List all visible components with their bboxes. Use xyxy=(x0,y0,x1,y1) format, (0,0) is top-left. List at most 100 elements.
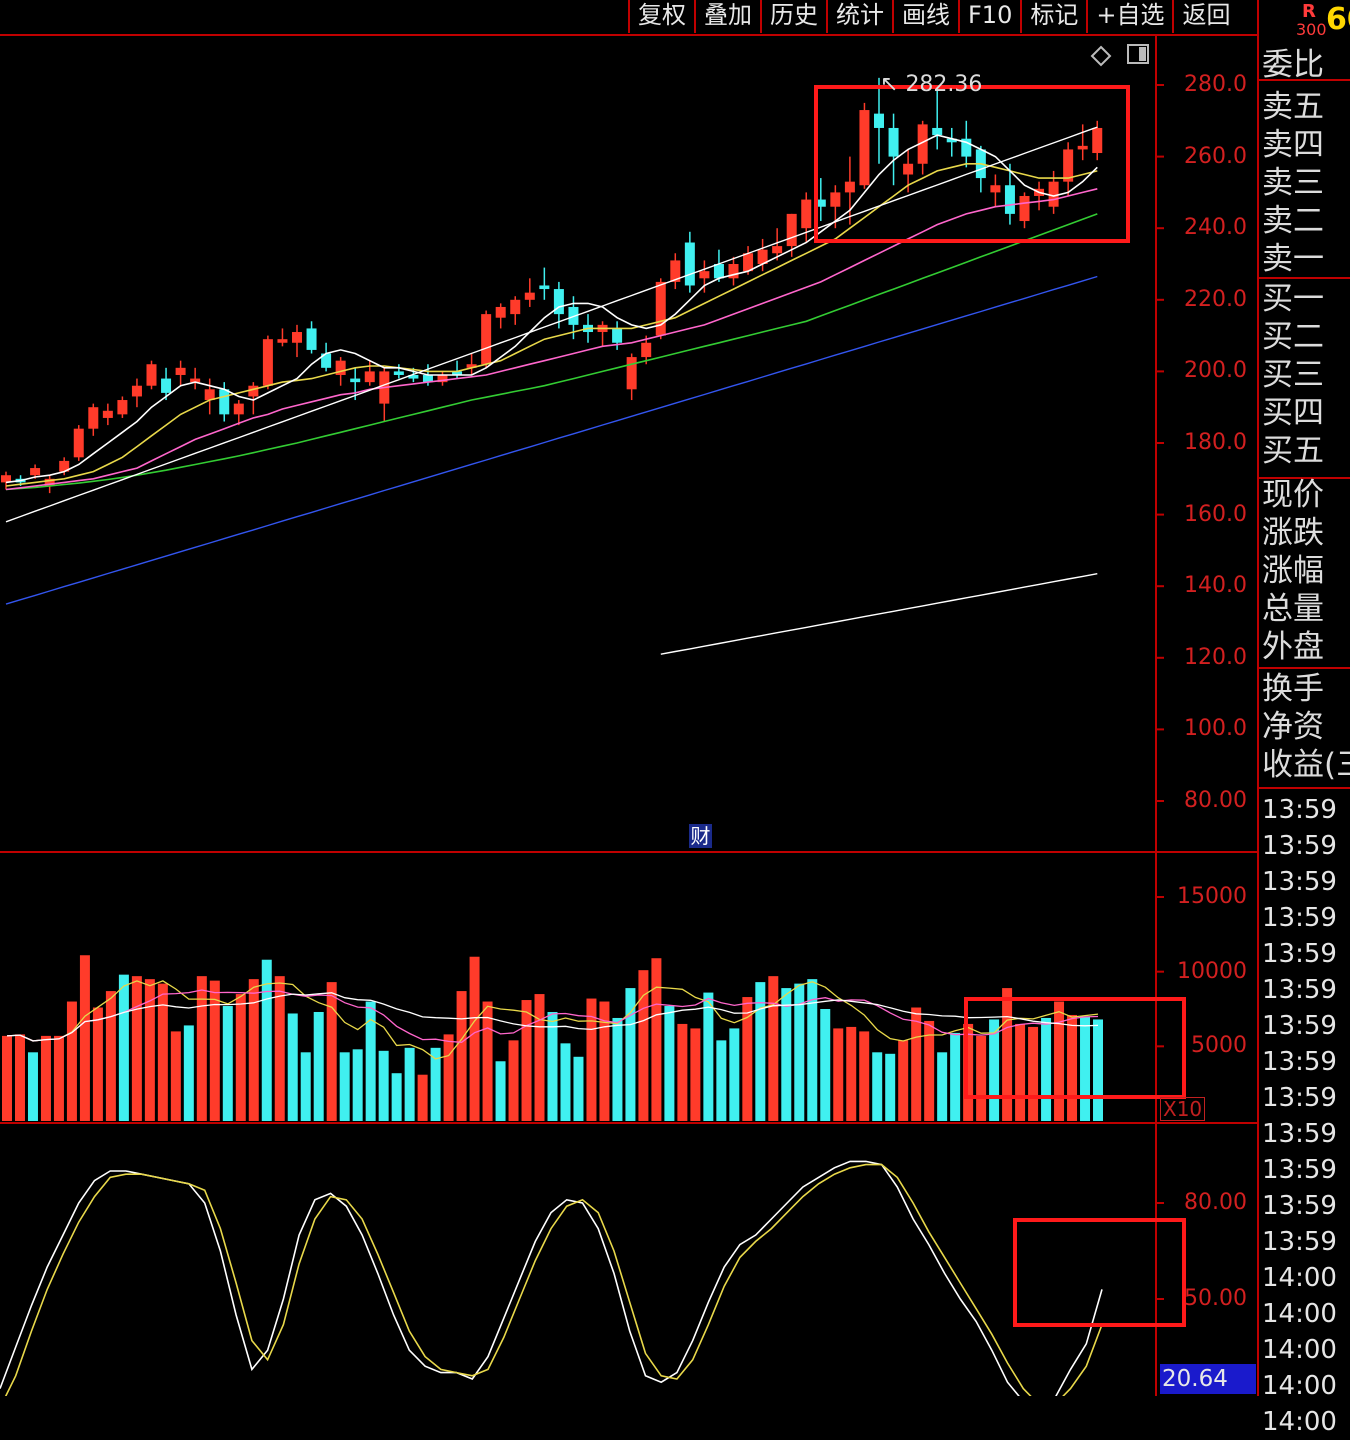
candle-body xyxy=(131,385,142,397)
tick-time: 13:59 xyxy=(1262,939,1337,969)
volume-bar xyxy=(2,1035,12,1121)
candle-body xyxy=(481,314,492,365)
candle-body xyxy=(219,389,230,415)
toolbar-button[interactable]: 画线 xyxy=(892,0,958,33)
candle-body xyxy=(495,306,506,318)
kdj-value-box: 20.64 xyxy=(1160,1364,1256,1394)
volume-bar xyxy=(261,959,272,1121)
tick-time: 14:00 xyxy=(1262,1371,1337,1401)
axis-tick-label: 120.0 xyxy=(1184,644,1247,670)
volume-bar xyxy=(378,1050,389,1121)
volume-bar xyxy=(820,1009,831,1121)
tick-time: 13:59 xyxy=(1262,831,1337,861)
volume-bar xyxy=(1002,988,1013,1121)
volume-bar xyxy=(924,1020,935,1121)
candle-body xyxy=(932,127,943,136)
volume-bar xyxy=(1054,1001,1065,1121)
candle-body xyxy=(990,185,1001,193)
candle-body xyxy=(146,364,157,386)
candle-body xyxy=(422,374,433,383)
axis-tick-label: 180.0 xyxy=(1184,430,1247,455)
volume-bar xyxy=(1080,1016,1091,1121)
volume-ma-line xyxy=(6,989,1099,1043)
axis-tick-label: 140.0 xyxy=(1184,573,1247,599)
volume-bar xyxy=(729,1028,740,1121)
highlight-box xyxy=(964,997,1186,1099)
volume-bar xyxy=(599,1001,610,1121)
quote-label: 总量 xyxy=(1262,591,1324,627)
volume-bar xyxy=(287,1013,298,1121)
tick-time: 13:59 xyxy=(1262,1011,1337,1041)
candle-body xyxy=(350,378,361,383)
volume-bar xyxy=(443,1034,454,1121)
tick-time: 14:00 xyxy=(1262,1299,1337,1329)
volume-bar xyxy=(872,1052,883,1121)
quote-label: 外盘 xyxy=(1262,629,1324,665)
volume-bar xyxy=(404,1047,415,1121)
candle-body xyxy=(757,249,768,264)
volume-bar xyxy=(807,979,818,1121)
candle-body xyxy=(335,360,346,375)
candle-body xyxy=(408,374,419,379)
stock-chart xyxy=(0,0,1350,1396)
candle-body xyxy=(539,285,550,290)
toolbar-button[interactable]: F10 xyxy=(958,0,1020,33)
candle-body xyxy=(175,367,186,375)
candle-body xyxy=(204,389,215,401)
logo-letter: R xyxy=(1302,1,1316,22)
candle-body xyxy=(1063,149,1074,182)
volume-bar xyxy=(482,1001,493,1121)
volume-bar xyxy=(794,983,805,1121)
finance-marker-icon[interactable]: 财 xyxy=(689,824,712,848)
axis-tick-label: 280.0 xyxy=(1184,72,1247,97)
toolbar-button[interactable]: 标记 xyxy=(1020,0,1086,33)
volume-bar xyxy=(846,1026,857,1121)
toolbar-button[interactable]: 叠加 xyxy=(694,0,760,33)
toolbar-button[interactable]: 历史 xyxy=(760,0,826,33)
volume-bar xyxy=(430,1047,441,1121)
tick-time: 13:59 xyxy=(1262,1191,1337,1221)
axis-tick-label: 50.00 xyxy=(1184,1286,1247,1311)
candle-body xyxy=(713,264,724,279)
toolbar-button[interactable]: 复权 xyxy=(628,0,694,33)
volume-bar xyxy=(885,1053,896,1121)
axis-tick-label: 5000 xyxy=(1191,1033,1247,1059)
quote-label: 委比 xyxy=(1262,47,1324,83)
candle-body xyxy=(1019,195,1030,222)
toolbar-button[interactable]: +自选 xyxy=(1086,0,1172,33)
axis-tick-label: 160.0 xyxy=(1184,501,1247,527)
candle-body xyxy=(830,192,841,207)
tick-time: 13:59 xyxy=(1262,1227,1337,1257)
volume-bar xyxy=(521,1000,532,1121)
tick-time: 14:00 xyxy=(1262,1407,1337,1437)
volume-bar xyxy=(651,958,662,1121)
candle-body xyxy=(612,328,623,343)
volume-bar xyxy=(989,1019,1000,1121)
candle-body xyxy=(626,357,637,390)
volume-bar xyxy=(469,956,480,1121)
quote-label: 收益(三 xyxy=(1262,747,1350,783)
volume-bar xyxy=(365,1001,376,1121)
quote-label: 买二 xyxy=(1262,319,1324,355)
volume-unit-label: X10 xyxy=(1160,1097,1206,1121)
volume-bar xyxy=(27,1052,38,1121)
candle-body xyxy=(801,199,812,229)
toolbar-button[interactable]: 返回 xyxy=(1172,0,1238,33)
volume-bar xyxy=(1041,1017,1052,1121)
volume-bar xyxy=(391,1073,402,1121)
quote-label: 卖三 xyxy=(1262,165,1324,201)
diamond-icon xyxy=(1090,45,1112,67)
volume-bar xyxy=(40,1035,51,1121)
volume-bar xyxy=(833,1028,844,1121)
axis-tick-label: 240.0 xyxy=(1184,215,1247,241)
volume-bar xyxy=(118,974,129,1121)
quote-label: 涨幅 xyxy=(1262,553,1324,589)
candle-body xyxy=(641,342,652,358)
volume-bar xyxy=(1093,1019,1103,1121)
volume-bar xyxy=(625,988,636,1121)
highlight-box xyxy=(1013,1218,1186,1327)
axis-tick-label: 15000 xyxy=(1177,884,1247,909)
toolbar-button[interactable]: 统计 xyxy=(826,0,892,33)
volume-bar xyxy=(456,991,467,1121)
candle-body xyxy=(859,110,870,186)
